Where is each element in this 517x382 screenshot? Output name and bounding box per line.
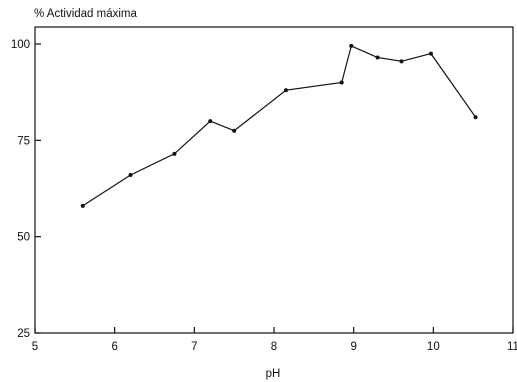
x-tick-label: 10 bbox=[427, 341, 440, 353]
x-tick-label: 6 bbox=[111, 341, 117, 353]
y-tick-label: 25 bbox=[17, 328, 30, 340]
y-axis-ticks: 25 50 75 100 bbox=[11, 39, 41, 340]
x-tick-label: 7 bbox=[191, 341, 197, 353]
plot-frame bbox=[34, 26, 514, 334]
y-tick-label: 75 bbox=[17, 135, 30, 147]
data-point bbox=[128, 173, 133, 178]
x-axis-ticks: 5 6 7 8 9 10 11 bbox=[32, 327, 517, 353]
data-point bbox=[399, 59, 404, 64]
x-tick-label: 8 bbox=[271, 341, 277, 353]
data-point bbox=[339, 80, 344, 85]
plot-border bbox=[34, 26, 514, 334]
x-tick-label: 9 bbox=[350, 341, 356, 353]
data-point bbox=[208, 119, 213, 124]
x-tick-label: 11 bbox=[507, 341, 517, 353]
data-point bbox=[80, 203, 85, 208]
data-point bbox=[232, 128, 237, 133]
series-line bbox=[82, 45, 477, 207]
y-tick-label: 100 bbox=[11, 39, 30, 51]
data-point bbox=[473, 115, 478, 120]
series-layer bbox=[80, 43, 478, 208]
x-tick-label: 5 bbox=[32, 341, 38, 353]
y-tick-label: 50 bbox=[17, 232, 30, 244]
data-point bbox=[283, 88, 288, 93]
data-point bbox=[172, 151, 177, 156]
data-point bbox=[349, 43, 354, 48]
x-axis-label: pH bbox=[266, 368, 281, 380]
data-point bbox=[428, 51, 433, 56]
data-point bbox=[375, 55, 380, 60]
y-axis-label: % Actividad máxima bbox=[34, 8, 138, 20]
